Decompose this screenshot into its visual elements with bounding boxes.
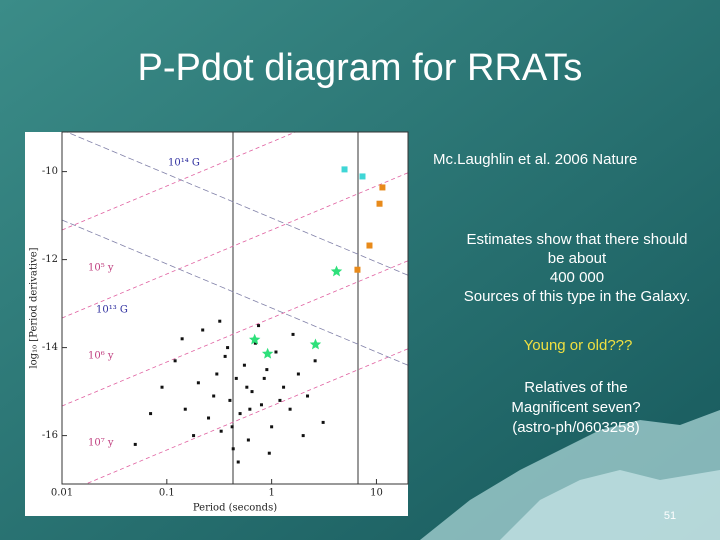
point	[309, 338, 322, 350]
point	[201, 328, 205, 332]
point	[306, 394, 310, 398]
y-tick-label: -16	[42, 430, 58, 441]
slide-title: P-Pdot diagram for RRATs	[138, 47, 583, 89]
estimate-line: 400 000	[550, 269, 604, 286]
point	[242, 363, 246, 367]
point	[212, 394, 216, 398]
point	[231, 447, 235, 451]
relatives-line: (astro-ph/0603258)	[512, 419, 640, 436]
point	[330, 265, 343, 277]
point	[230, 425, 234, 429]
y-tick-label: -14	[42, 342, 58, 353]
point	[196, 381, 200, 385]
plot-image	[25, 132, 408, 516]
y-tick-label: -12	[42, 254, 58, 265]
point	[234, 376, 238, 380]
point	[238, 412, 242, 416]
point	[248, 333, 261, 345]
point	[257, 324, 261, 328]
point	[376, 200, 383, 207]
point	[379, 184, 386, 191]
point	[245, 385, 249, 389]
annotation: 10¹³ G	[96, 305, 128, 316]
point	[321, 420, 325, 424]
annotation: 10⁵ y	[88, 263, 114, 274]
x-tick-label: 10	[370, 488, 383, 499]
relatives-line: Relatives of the	[524, 379, 627, 396]
annotation: 10⁷ y	[88, 438, 114, 449]
page-number: 51	[664, 510, 676, 522]
point	[270, 425, 274, 429]
relatives-text: Relatives of the Magnificent seven? (astro…	[511, 379, 640, 436]
point	[282, 385, 286, 389]
point	[160, 385, 164, 389]
point	[253, 341, 257, 345]
annotation: 10¹⁴ G	[168, 158, 200, 169]
point	[180, 337, 184, 341]
point	[246, 438, 250, 442]
point	[261, 347, 274, 359]
point	[354, 266, 361, 273]
point	[215, 372, 219, 376]
estimate-text: Estimates show that there should be about…	[464, 231, 691, 305]
point	[218, 319, 222, 323]
estimate-line: be about	[548, 250, 607, 267]
relatives-line: Magnificent seven?	[511, 399, 640, 416]
point	[207, 416, 211, 420]
point	[236, 460, 240, 464]
point	[259, 403, 263, 407]
plot: 10¹⁴ G 10⁵ y 10¹³ G 10⁶ y 10⁷ y -10 -12 -14 -16 0…	[29, 131, 409, 514]
point	[366, 242, 373, 249]
point	[278, 398, 282, 402]
point	[228, 398, 232, 402]
point	[291, 332, 295, 336]
point	[341, 166, 348, 173]
point	[359, 173, 366, 180]
mountains-front	[500, 470, 720, 540]
point	[288, 407, 292, 411]
y-axis-label: log₁₀ [Period derivative]	[29, 247, 40, 368]
x-axis-label: Period (seconds)	[193, 503, 277, 514]
point	[192, 434, 196, 438]
point	[219, 429, 223, 433]
point	[250, 390, 254, 394]
point	[173, 359, 177, 363]
question: Young or old???	[524, 337, 633, 354]
x-tick-label: 0.01	[51, 488, 73, 499]
point	[226, 346, 230, 350]
point	[149, 412, 153, 416]
reference: Mc.Laughlin et al. 2006 Nature	[433, 151, 637, 168]
point	[274, 350, 278, 354]
point	[265, 368, 269, 372]
point	[267, 451, 271, 455]
x-tick-label: 1	[268, 488, 274, 499]
point	[296, 372, 300, 376]
point	[223, 354, 227, 358]
y-tick-label: -10	[42, 166, 58, 177]
x-tick-label: 0.1	[159, 488, 175, 499]
point	[301, 434, 305, 438]
point	[262, 376, 266, 380]
estimate-line: Sources of this type in the Galaxy.	[464, 288, 691, 305]
annotation: 10⁶ y	[88, 351, 114, 362]
point	[248, 407, 252, 411]
point	[183, 407, 187, 411]
point	[133, 442, 137, 446]
point	[313, 359, 317, 363]
plot-frame	[61, 131, 409, 485]
estimate-line: Estimates show that there should	[467, 231, 688, 248]
